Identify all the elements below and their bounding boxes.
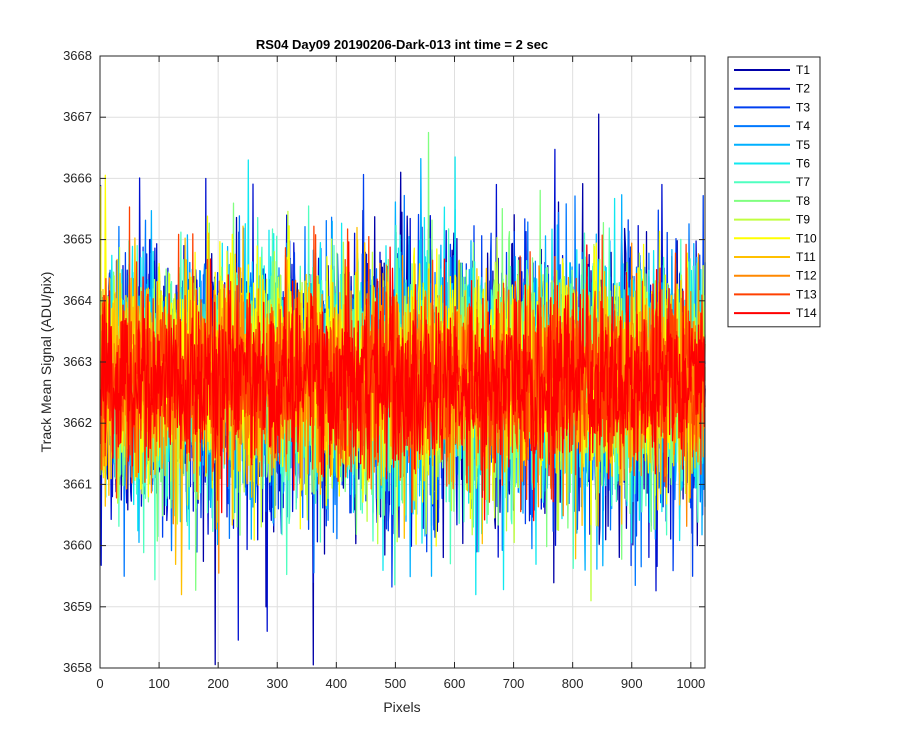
y-tick-label: 3668 (63, 48, 92, 63)
y-tick-label: 3662 (63, 415, 92, 430)
y-tick-label: 3661 (63, 476, 92, 491)
legend[interactable]: T1 T2 T3 T4 T5 T6 T7 T8 T9 T10 T11 T12 T13 T14 (727, 56, 821, 328)
legend-label-t2: T2 (796, 82, 810, 96)
y-axis-label: Track Mean Signal (ADU/pix) (38, 272, 54, 453)
x-tick-label: 900 (621, 676, 643, 691)
legend-box (727, 56, 821, 328)
legend-label-t10: T10 (796, 231, 817, 245)
y-tick-label: 3667 (63, 109, 92, 124)
legend-label-t6: T6 (796, 157, 810, 171)
axis-ticks: 0 100 200 300 400 500 600 700 800 900 1000 3658 3659… (63, 48, 705, 691)
legend-label-t13: T13 (796, 287, 817, 301)
series-line-t14 (99, 241, 706, 522)
chart-title: RS04 Day09 20190206-Dark-013 int time = … (256, 37, 548, 52)
legend-label-t9: T9 (796, 213, 810, 227)
legend-label-t14: T14 (796, 306, 817, 320)
x-tick-label: 500 (385, 676, 407, 691)
legend-label-t8: T8 (796, 194, 810, 208)
legend-label-t4: T4 (796, 119, 810, 133)
legend-label-t5: T5 (796, 138, 810, 152)
y-tick-label: 3660 (63, 538, 92, 553)
x-tick-label: 1000 (676, 676, 705, 691)
x-tick-label: 400 (325, 676, 347, 691)
legend-label-t3: T3 (796, 100, 810, 114)
y-tick-label: 3664 (63, 293, 92, 308)
x-tick-label: 0 (96, 676, 103, 691)
x-tick-label: 800 (562, 676, 584, 691)
x-tick-label: 200 (207, 676, 229, 691)
x-tick-label: 700 (503, 676, 525, 691)
x-tick-label: 300 (266, 676, 288, 691)
legend-label-t12: T12 (796, 269, 817, 283)
legend-label-t1: T1 (796, 63, 810, 77)
y-tick-label: 3665 (63, 232, 92, 247)
y-tick-label: 3658 (63, 660, 92, 675)
plot-series (99, 113, 706, 666)
x-tick-label: 100 (148, 676, 170, 691)
x-axis-label: Pixels (383, 699, 420, 715)
legend-label-t11: T11 (796, 250, 816, 264)
legend-label-t7: T7 (796, 175, 810, 189)
y-tick-label: 3666 (63, 170, 92, 185)
x-tick-label: 600 (444, 676, 466, 691)
y-tick-label: 3659 (63, 599, 92, 614)
y-tick-label: 3663 (63, 354, 92, 369)
